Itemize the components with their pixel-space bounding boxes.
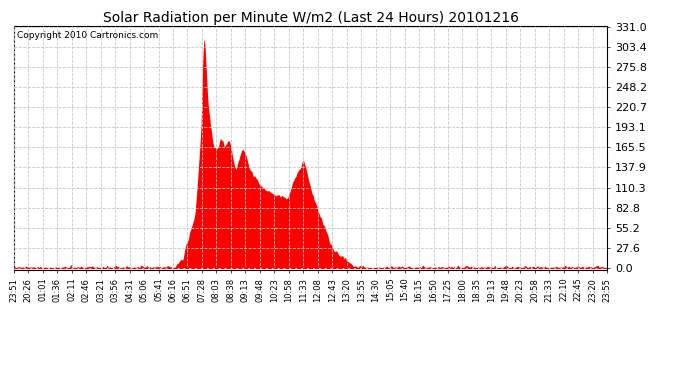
Title: Solar Radiation per Minute W/m2 (Last 24 Hours) 20101216: Solar Radiation per Minute W/m2 (Last 24… bbox=[103, 11, 518, 25]
Text: Copyright 2010 Cartronics.com: Copyright 2010 Cartronics.com bbox=[17, 31, 158, 40]
